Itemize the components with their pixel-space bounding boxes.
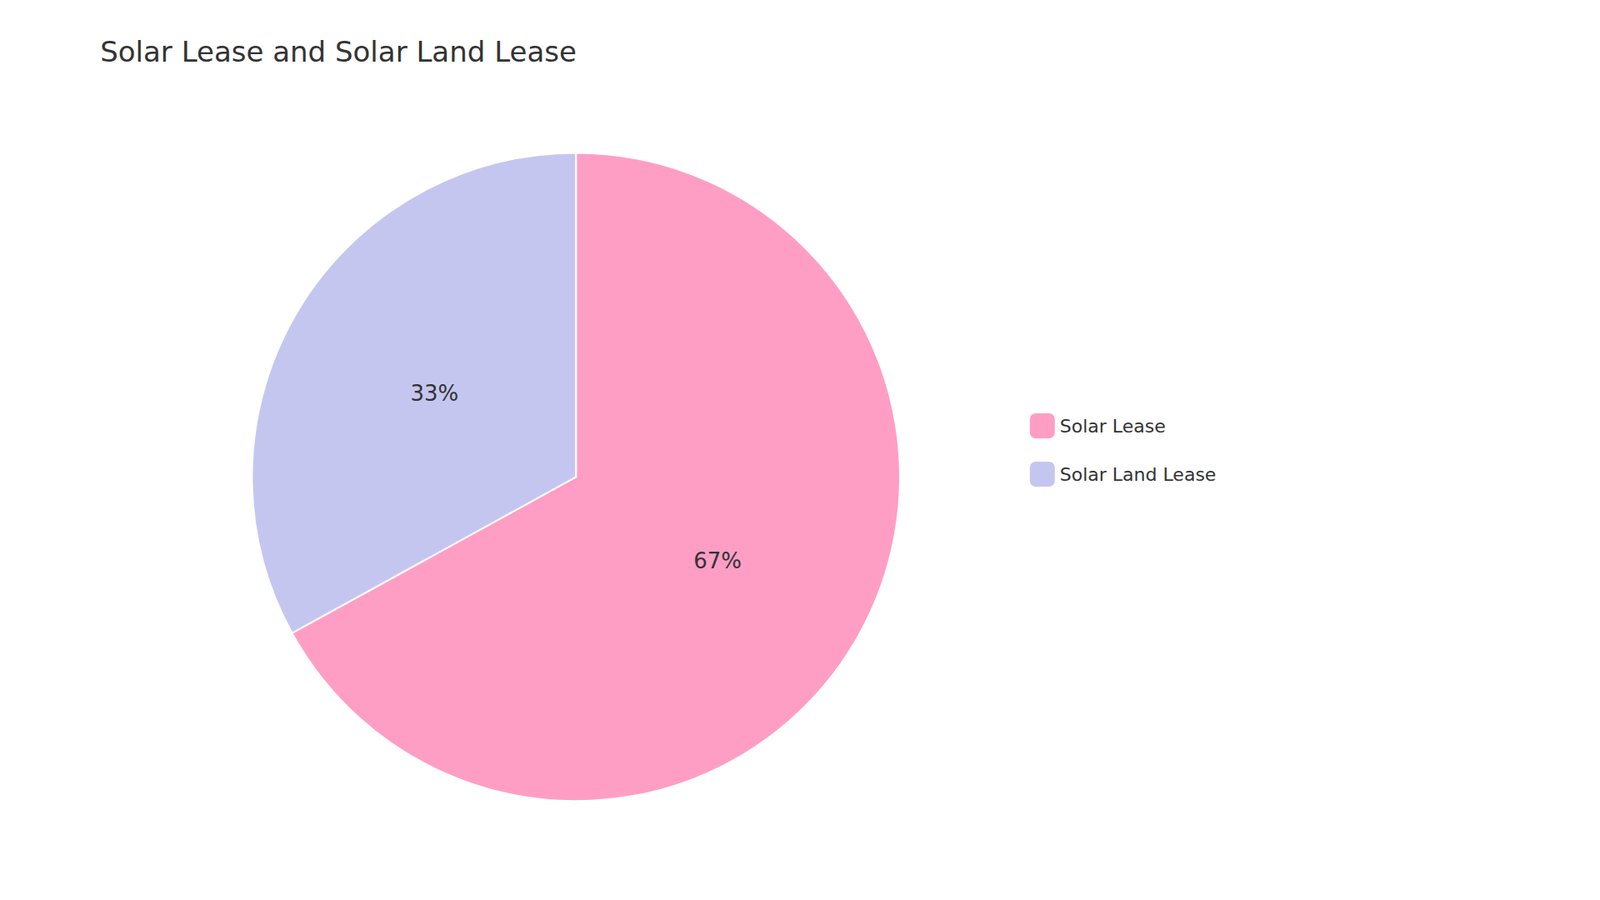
svg-text:Solar Land Lease: Solar Land Lease (1060, 464, 1217, 485)
svg-text:33%: 33% (410, 380, 459, 406)
svg-text:67%: 67% (693, 548, 742, 574)
svg-text:Solar Lease and Solar Land Lea: Solar Lease and Solar Land Lease (100, 35, 577, 69)
svg-text:Solar Lease: Solar Lease (1060, 415, 1166, 437)
